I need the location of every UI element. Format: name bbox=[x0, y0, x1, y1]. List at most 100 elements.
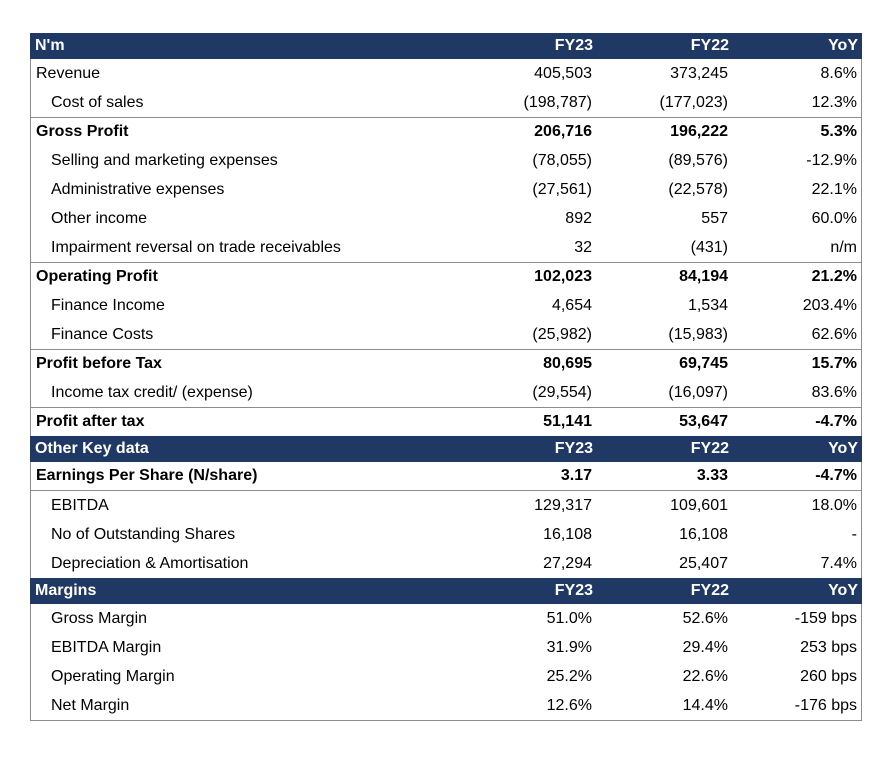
cell-fy23: 206,716 bbox=[534, 124, 592, 140]
row-label: Earnings Per Share (N/share) bbox=[36, 468, 258, 484]
table-row: Operating Margin 25.2% 22.6% 260 bps bbox=[30, 662, 862, 691]
cell-yoy: 62.6% bbox=[811, 326, 857, 343]
cell-yoy: 12.3% bbox=[811, 94, 857, 111]
table-row: Gross Profit 206,716 196,222 5.3% bbox=[30, 117, 862, 146]
table-row: Other income 892 557 60.0% bbox=[30, 204, 862, 233]
cell-fy23: (25,982) bbox=[532, 326, 592, 343]
table-row: No of Outstanding Shares 16,108 16,108 - bbox=[30, 520, 862, 549]
table-row: Impairment reversal on trade receivables… bbox=[30, 233, 862, 262]
section-header-row: Other Key data FY23 FY22 YoY bbox=[30, 436, 862, 462]
cell-fy23: 4,654 bbox=[551, 297, 592, 314]
cell-yoy: 60.0% bbox=[811, 210, 857, 227]
table-row: EBITDA Margin 31.9% 29.4% 253 bps bbox=[30, 633, 862, 662]
cell-yoy: 260 bps bbox=[800, 668, 857, 685]
cell-yoy: 21.2% bbox=[811, 269, 857, 285]
cell-yoy: 203.4% bbox=[802, 297, 857, 314]
table-row: Administrative expenses (27,561) (22,578) 2… bbox=[30, 175, 862, 204]
cell-fy22: 109,601 bbox=[670, 497, 728, 514]
cell-fy22: (16,097) bbox=[668, 384, 728, 401]
table-row: Revenue 405,503 373,245 8.6% bbox=[30, 59, 862, 88]
cell-yoy: 5.3% bbox=[820, 124, 857, 140]
column-header-fy22: FY22 bbox=[690, 38, 729, 54]
table-row: Finance Income 4,654 1,534 203.4% bbox=[30, 291, 862, 320]
cell-yoy: 253 bps bbox=[800, 639, 857, 656]
cell-fy23: 16,108 bbox=[543, 526, 592, 543]
table-row: Profit after tax 51,141 53,647 -4.7% bbox=[30, 407, 862, 436]
cell-fy23: 51.0% bbox=[546, 610, 592, 627]
table-row: Gross Margin 51.0% 52.6% -159 bps bbox=[30, 604, 862, 633]
row-label: EBITDA bbox=[51, 497, 109, 514]
section-header-label: Other Key data bbox=[35, 441, 149, 457]
table-row: Profit before Tax 80,695 69,745 15.7% bbox=[30, 349, 862, 378]
section-header-row: N'm FY23 FY22 YoY bbox=[30, 33, 862, 59]
cell-fy22: (431) bbox=[690, 239, 728, 256]
cell-fy22: (22,578) bbox=[668, 181, 728, 198]
cell-fy22: 52.6% bbox=[682, 610, 728, 627]
column-header-yoy: YoY bbox=[828, 38, 858, 54]
row-label: Selling and marketing expenses bbox=[51, 152, 278, 169]
cell-yoy: -176 bps bbox=[794, 697, 857, 714]
table-row: Net Margin 12.6% 14.4% -176 bps bbox=[30, 691, 862, 720]
cell-fy23: 25.2% bbox=[546, 668, 592, 685]
row-label: Gross Profit bbox=[36, 124, 129, 140]
cell-fy22: 557 bbox=[701, 210, 728, 227]
section-header-label: N'm bbox=[35, 38, 65, 54]
column-header-fy22: FY22 bbox=[690, 583, 729, 599]
row-label: Other income bbox=[51, 210, 148, 227]
cell-yoy: 22.1% bbox=[811, 181, 857, 198]
cell-fy23: 31.9% bbox=[546, 639, 592, 656]
cell-fy22: 53,647 bbox=[679, 414, 728, 430]
table-row: Selling and marketing expenses (78,055) (8… bbox=[30, 146, 862, 175]
cell-fy22: 3.33 bbox=[696, 468, 728, 484]
cell-yoy: 18.0% bbox=[811, 497, 857, 514]
cell-fy22: 1,534 bbox=[687, 297, 728, 314]
row-label: EBITDA Margin bbox=[51, 639, 162, 656]
cell-fy23: (198,787) bbox=[523, 94, 593, 111]
cell-yoy: -159 bps bbox=[794, 610, 857, 627]
cell-fy22: (15,983) bbox=[668, 326, 728, 343]
cell-fy23: 80,695 bbox=[543, 356, 592, 372]
cell-yoy: -4.7% bbox=[815, 468, 857, 484]
cell-fy23: 102,023 bbox=[534, 269, 592, 285]
cell-fy23: 51,141 bbox=[543, 414, 592, 430]
cell-fy22: 22.6% bbox=[682, 668, 728, 685]
financial-table: N'm FY23 FY22 YoY Revenue 405,503 373,245 8.6% C… bbox=[30, 33, 862, 721]
row-label: No of Outstanding Shares bbox=[51, 526, 236, 543]
cell-fy23: 3.17 bbox=[560, 468, 592, 484]
row-label: Operating Margin bbox=[51, 668, 175, 685]
cell-yoy: 8.6% bbox=[820, 65, 857, 82]
cell-fy23: (78,055) bbox=[532, 152, 592, 169]
cell-fy22: (89,576) bbox=[668, 152, 728, 169]
cell-fy22: 14.4% bbox=[682, 697, 728, 714]
column-header-yoy: YoY bbox=[828, 583, 858, 599]
cell-yoy: 83.6% bbox=[811, 384, 857, 401]
cell-yoy: 7.4% bbox=[820, 555, 857, 572]
row-label: Gross Margin bbox=[51, 610, 148, 627]
table-row: Operating Profit 102,023 84,194 21.2% bbox=[30, 262, 862, 291]
row-label: Impairment reversal on trade receivables bbox=[51, 239, 341, 256]
row-label: Revenue bbox=[36, 65, 101, 82]
cell-fy23: 27,294 bbox=[543, 555, 592, 572]
table-row: Finance Costs (25,982) (15,983) 62.6% bbox=[30, 320, 862, 349]
cell-fy23: 892 bbox=[565, 210, 592, 227]
cell-fy22: 25,407 bbox=[679, 555, 728, 572]
cell-fy22: 373,245 bbox=[670, 65, 728, 82]
cell-fy23: 32 bbox=[574, 239, 592, 256]
row-label: Net Margin bbox=[51, 697, 130, 714]
section-header-label: Margins bbox=[35, 583, 97, 599]
cell-yoy: - bbox=[851, 526, 857, 543]
column-header-yoy: YoY bbox=[828, 441, 858, 457]
column-header-fy23: FY23 bbox=[554, 441, 593, 457]
row-label: Income tax credit/ (expense) bbox=[51, 384, 253, 401]
row-label: Cost of sales bbox=[51, 94, 144, 111]
row-label: Profit after tax bbox=[36, 414, 145, 430]
cell-yoy: n/m bbox=[830, 239, 857, 256]
cell-fy23: 405,503 bbox=[534, 65, 592, 82]
cell-yoy: 15.7% bbox=[811, 356, 857, 372]
row-label: Profit before Tax bbox=[36, 356, 162, 372]
column-header-fy22: FY22 bbox=[690, 441, 729, 457]
section-header-row: Margins FY23 FY22 YoY bbox=[30, 578, 862, 604]
cell-fy22: 16,108 bbox=[679, 526, 728, 543]
column-header-fy23: FY23 bbox=[554, 38, 593, 54]
table-row: Earnings Per Share (N/share) 3.17 3.33 -4.7… bbox=[30, 462, 862, 491]
